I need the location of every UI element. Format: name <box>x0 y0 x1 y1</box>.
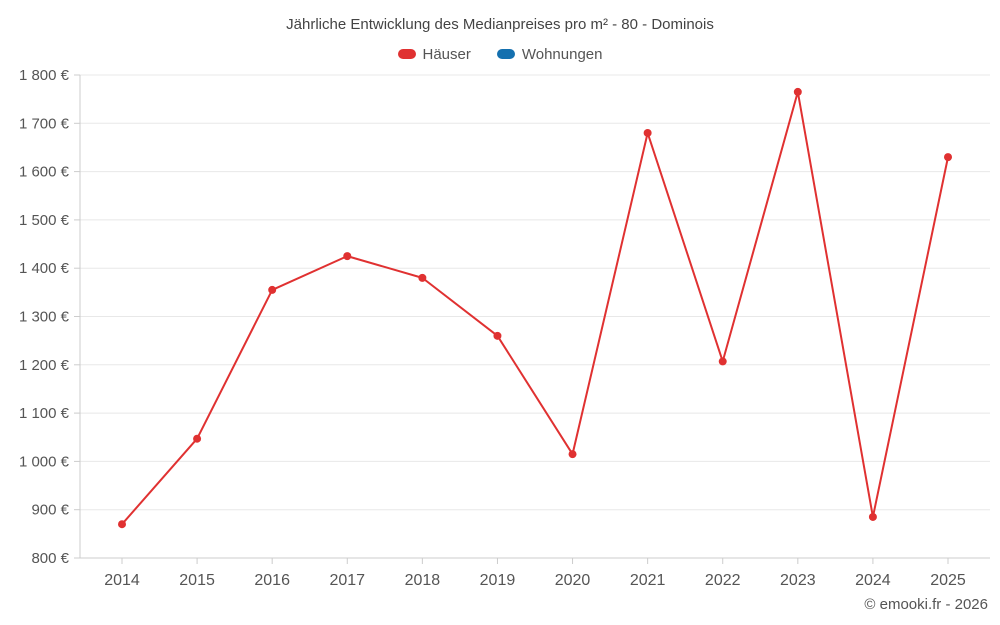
x-axis-label: 2019 <box>480 572 516 589</box>
y-axis-label: 1 100 € <box>19 405 70 422</box>
x-axis-label: 2014 <box>104 572 140 589</box>
y-axis-label: 1 700 € <box>19 115 70 132</box>
data-point[interactable] <box>343 252 352 261</box>
legend-label-wohnungen: Wohnungen <box>521 45 603 63</box>
y-axis-label: 800 € <box>31 550 69 567</box>
x-axis-label: 2025 <box>930 572 966 589</box>
data-point[interactable] <box>418 273 427 282</box>
data-point[interactable] <box>868 512 877 521</box>
series-line <box>121 90 949 526</box>
x-axis-label: 2016 <box>254 572 290 589</box>
data-point[interactable] <box>493 331 502 340</box>
y-axis-label: 1 800 € <box>19 68 70 84</box>
line-chart-canvas: 800 € 900 € 1 000 € 1 100 € 1 200 € 1 300 € 1 … <box>19 68 990 589</box>
y-axis-label: 1 000 € <box>19 453 70 470</box>
y-axis-label: 1 500 € <box>19 212 70 229</box>
data-point[interactable] <box>193 434 202 443</box>
x-axis-label: 2024 <box>855 572 891 589</box>
y-axis-label: 1 200 € <box>19 357 70 374</box>
x-axis-label: 2020 <box>555 572 591 589</box>
y-axis-label: 1 600 € <box>19 164 70 181</box>
y-axis-label: 1 300 € <box>19 309 70 326</box>
data-point[interactable] <box>718 357 727 366</box>
x-axis-label: 2017 <box>329 572 365 589</box>
data-point[interactable] <box>643 128 652 137</box>
x-axis-label: 2018 <box>405 572 441 589</box>
data-point[interactable] <box>568 450 577 459</box>
x-axis-label: 2023 <box>780 572 816 589</box>
copyright-credit: © emooki.fr - 2026 <box>864 596 988 613</box>
wohnungen-legend-swatch-icon <box>496 49 515 59</box>
chart-legend: Häuser Wohnungen <box>0 44 1000 64</box>
y-axis-label: 900 € <box>31 502 69 519</box>
y-axis-label: 1 400 € <box>19 260 70 277</box>
data-point[interactable] <box>944 153 952 162</box>
data-point[interactable] <box>793 87 802 96</box>
legend-item-wohnungen[interactable]: Wohnungen <box>496 45 603 63</box>
x-axis-label: 2021 <box>630 572 666 589</box>
legend-label-haeuser: Häuser <box>422 45 471 63</box>
x-axis-label: 2022 <box>705 572 741 589</box>
haeuser-legend-swatch-icon <box>397 49 416 59</box>
chart-title: Jährliche Entwicklung des Medianpreises … <box>286 16 714 33</box>
x-axis-label: 2015 <box>179 572 215 589</box>
legend-item-haeuser[interactable]: Häuser <box>397 45 471 63</box>
data-point[interactable] <box>268 285 277 294</box>
data-point[interactable] <box>118 520 126 529</box>
